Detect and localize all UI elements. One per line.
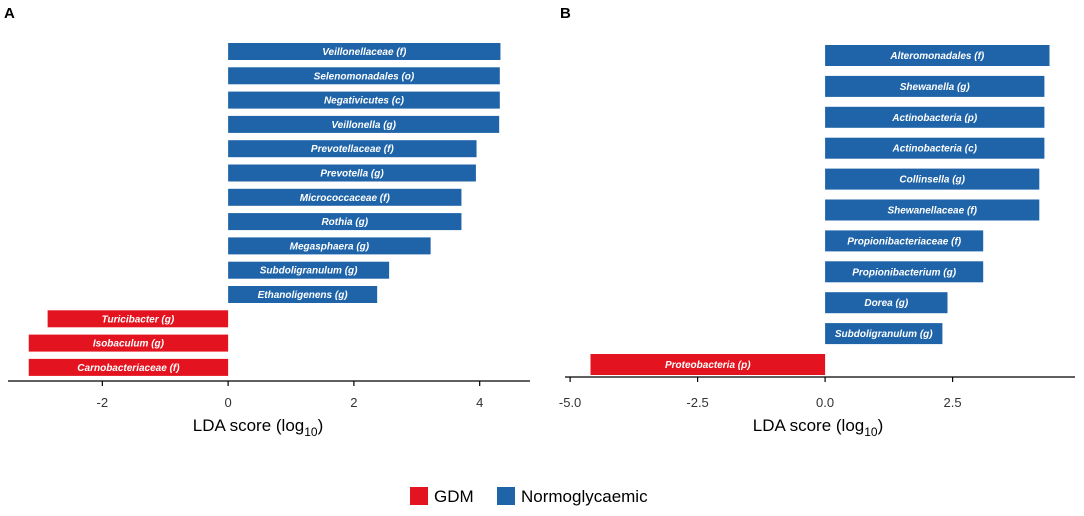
panel-b-label: B	[560, 5, 571, 22]
panel-b: B Alteromonadales (f) Shewanella (g) Actin…	[559, 5, 1075, 439]
panel-a-bar-label-subdoligranulum-g: Subdoligranulum (g)	[260, 266, 358, 277]
panel-b-bar-label-propionibacterium-g: Propionibacterium (g)	[852, 267, 957, 278]
panel-a-label: A	[4, 5, 15, 22]
panel-a-bar-veillonellaceae-f	[228, 43, 501, 60]
panel-b-bar-label-dorea-g: Dorea (g)	[864, 298, 909, 309]
panel-a-tick-label: 2	[350, 395, 357, 410]
panel-a-bar-label-rothia-g: Rothia (g)	[321, 217, 368, 228]
panel-b-bar-label-shewanellaceae-f: Shewanellaceae (f)	[887, 206, 977, 217]
panel-b-x-axis-title-subscript: 10	[864, 425, 878, 439]
panel-b-tick-label: 2.5	[944, 395, 962, 410]
panel-b-bar-label-actinobacteria-p: Actinobacteria (p)	[891, 113, 978, 124]
legend-normoglycaemic-label: Normoglycaemic	[521, 487, 648, 506]
panel-a-x-axis-title: LDA score (log10)	[193, 416, 324, 439]
panel-b-bar-label-propionibacteriaceae-f: Propionibacteriaceae (f)	[847, 236, 962, 247]
panel-b-bar-label-subdoligranulum-g: Subdoligranulum (g)	[835, 329, 933, 340]
panel-a-tick-label: 0	[225, 395, 232, 410]
panel-a-bar-isobaculum-g	[28, 334, 229, 352]
panel-b-bar-label-shewanella-g: Shewanella (g)	[900, 82, 971, 93]
panel-b-bar-collinsella-g	[825, 168, 1040, 190]
panel-a-bar-label-selenomonadales-o: Selenomonadales (o)	[314, 71, 415, 82]
panel-b-bar-alteromonadales-f	[825, 45, 1050, 66]
panel-a-bar-label-carnobacteriaceae-f: Carnobacteriaceae (f)	[77, 363, 180, 374]
panel-a-tick-label: -2	[97, 395, 109, 410]
panel-b-bar-dorea-g	[825, 292, 948, 314]
panel-b-tick-label: 0.0	[816, 395, 834, 410]
panel-a-bar-label-isobaculum-g: Isobaculum (g)	[93, 339, 165, 350]
panel-b-bar-propionibacterium-g	[825, 261, 984, 283]
panel-a-x-axis-title-text: LDA score (log	[193, 416, 305, 435]
legend-gdm-swatch	[410, 487, 428, 505]
panel-a-tick-label: 4	[476, 395, 483, 410]
legend-normoglycaemic-swatch	[497, 487, 515, 505]
panel-a-bar-micrococcaceae-f	[228, 188, 462, 206]
panel-b-bar-shewanella-g	[825, 75, 1045, 97]
panel-a: A Veillonellaceae (f) Selenomonadales (o)…	[4, 5, 530, 439]
panel-a-bar-carnobacteriaceae-f	[28, 358, 229, 376]
panel-a-bar-label-ethanoligenens-g: Ethanoligenens (g)	[258, 290, 349, 301]
panel-b-bar-label-alteromonadales-f: Alteromonadales (f)	[889, 51, 985, 62]
panel-b-bar-label-proteobacteria-p: Proteobacteria (p)	[665, 360, 751, 371]
panel-a-bar-rothia-g	[228, 213, 462, 231]
panel-a-bar-turicibacter-g	[47, 310, 229, 328]
legend: GDM Normoglycaemic	[410, 487, 648, 506]
panel-a-bar-megasphaera-g	[228, 237, 431, 255]
panel-b-bar-label-actinobacteria-c: Actinobacteria (c)	[892, 144, 978, 155]
panel-b-bar-label-collinsella-g: Collinsella (g)	[899, 175, 965, 186]
panel-b-x-axis-title-close: )	[878, 416, 884, 435]
panel-b-x-axis-title: LDA score (log10)	[753, 416, 884, 439]
panel-b-bars: Alteromonadales (f) Shewanella (g) Actinob…	[590, 45, 1050, 375]
panel-a-bar-label-prevotellaceae-f: Prevotellaceae (f)	[311, 144, 394, 155]
panel-a-bar-negativicutes-c	[228, 91, 500, 109]
panel-a-bars: Veillonellaceae (f) Selenomonadales (o) Ne…	[28, 43, 501, 376]
panel-a-bar-label-megasphaera-g: Megasphaera (g)	[290, 241, 370, 252]
legend-gdm-label: GDM	[434, 487, 474, 506]
panel-a-bar-selenomonadales-o	[228, 67, 500, 85]
panel-a-bar-label-turicibacter-g: Turicibacter (g)	[102, 314, 175, 325]
panel-b-bar-actinobacteria-p	[825, 106, 1045, 128]
panel-a-x-axis-title-close: )	[318, 416, 324, 435]
panel-a-bar-label-micrococcaceae-f: Micrococcaceae (f)	[300, 193, 391, 204]
panel-b-bar-subdoligranulum-g	[825, 323, 943, 345]
panel-b-bar-actinobacteria-c	[825, 137, 1045, 159]
panel-a-bar-prevotella-g	[228, 164, 476, 182]
panel-a-bar-prevotellaceae-f	[228, 140, 477, 158]
panel-a-bar-label-negativicutes-c: Negativicutes (c)	[324, 96, 405, 107]
panel-b-tick-label: -2.5	[686, 395, 708, 410]
panel-b-bar-propionibacteriaceae-f	[825, 230, 984, 252]
panel-a-bar-label-veillonellaceae-f: Veillonellaceae (f)	[322, 47, 407, 58]
panel-a-bar-subdoligranulum-g	[228, 261, 390, 279]
panel-b-bar-shewanellaceae-f	[825, 199, 1040, 221]
panel-a-bar-ethanoligenens-g	[228, 286, 378, 303]
panel-b-x-axis: -5.0 -2.5 0.0 2.5	[559, 376, 1075, 410]
panel-a-bar-label-veillonella-g: Veillonella (g)	[331, 120, 396, 131]
panel-a-x-axis: -2 0 2 4	[8, 380, 530, 410]
panel-a-x-axis-title-subscript: 10	[304, 425, 318, 439]
panel-a-bar-label-prevotella-g: Prevotella (g)	[320, 169, 384, 180]
panel-b-x-axis-title-text: LDA score (log	[753, 416, 865, 435]
panel-a-bar-veillonella-g	[228, 115, 500, 133]
panel-b-tick-label: -5.0	[559, 395, 581, 410]
panel-b-bar-proteobacteria-p	[590, 354, 826, 375]
